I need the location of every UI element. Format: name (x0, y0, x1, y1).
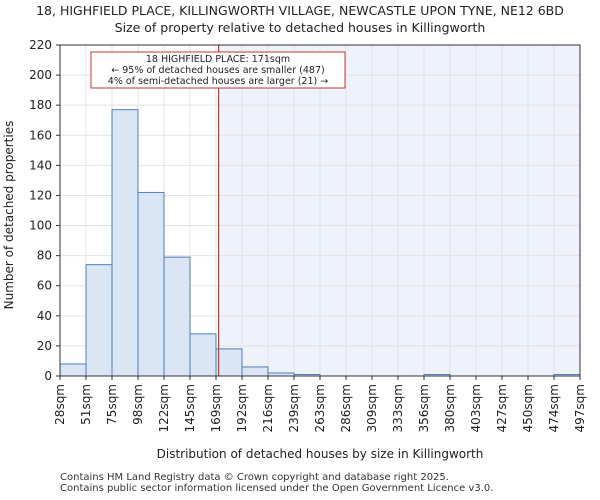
x-tick-label: 497sqm (573, 384, 587, 432)
x-tick-label: 474sqm (547, 384, 561, 432)
y-tick-label: 160 (29, 128, 52, 142)
y-tick-label: 180 (29, 98, 52, 112)
x-tick-label: 216sqm (261, 384, 275, 432)
x-tick-label: 28sqm (53, 384, 67, 425)
histogram-bar (163, 256, 191, 377)
x-tick-label: 192sqm (235, 384, 249, 432)
y-axis-label: Number of detached properties (2, 121, 16, 310)
x-tick-label: 380sqm (443, 384, 457, 432)
x-tick-label: 75sqm (105, 384, 119, 425)
x-tick-label: 309sqm (365, 384, 379, 432)
annotation-box (90, 51, 346, 89)
x-tick-label: 122sqm (157, 384, 171, 432)
x-axis-label: Distribution of detached houses by size … (157, 447, 484, 461)
footer-line-2: Contains public sector information licen… (60, 483, 494, 494)
y-tick-label: 0 (44, 369, 52, 383)
x-tick-label: 98sqm (131, 384, 145, 425)
annotation-line-1: 18 HIGHFIELD PLACE: 171sqm (146, 54, 290, 65)
histogram-bar (215, 348, 243, 377)
larger-region-shade (218, 45, 580, 376)
annotation-line-2: ← 95% of detached houses are smaller (48… (111, 65, 324, 76)
histogram-bar (111, 109, 139, 377)
y-tick-label: 80 (37, 249, 52, 263)
y-tick-label: 20 (37, 339, 52, 353)
x-tick-label: 333sqm (391, 384, 405, 432)
histogram-bar (241, 366, 269, 377)
y-tick-label: 140 (29, 158, 52, 172)
annotation-line-3: 4% of semi-detached houses are larger (2… (108, 76, 328, 87)
x-tick-label: 51sqm (79, 384, 93, 425)
histogram-bar (59, 363, 87, 377)
histogram-bar (85, 264, 113, 377)
y-tick-label: 40 (37, 309, 52, 323)
histogram-bar (137, 191, 165, 377)
y-tick-label: 220 (29, 38, 52, 52)
y-tick-label: 60 (37, 279, 52, 293)
x-tick-label: 427sqm (495, 384, 509, 432)
x-tick-label: 403sqm (469, 384, 483, 432)
footer-attribution: Contains HM Land Registry data © Crown c… (60, 472, 493, 494)
x-tick-label: 145sqm (183, 384, 197, 432)
y-tick-label: 120 (29, 188, 52, 202)
x-tick-label: 169sqm (209, 384, 223, 432)
chart-subtitle: Size of property relative to detached ho… (114, 20, 486, 35)
x-tick-label: 286sqm (339, 384, 353, 432)
y-tick-label: 200 (29, 68, 52, 82)
chart-title: 18, HIGHFIELD PLACE, KILLINGWORTH VILLAG… (36, 3, 564, 18)
histogram-bar (189, 333, 217, 377)
footer-line-1: Contains HM Land Registry data © Crown c… (60, 472, 449, 483)
x-tick-label: 239sqm (287, 384, 301, 432)
x-tick-label: 450sqm (521, 384, 535, 432)
y-tick-label: 100 (29, 219, 52, 233)
x-tick-label: 356sqm (417, 384, 431, 432)
x-tick-label: 263sqm (313, 384, 327, 432)
